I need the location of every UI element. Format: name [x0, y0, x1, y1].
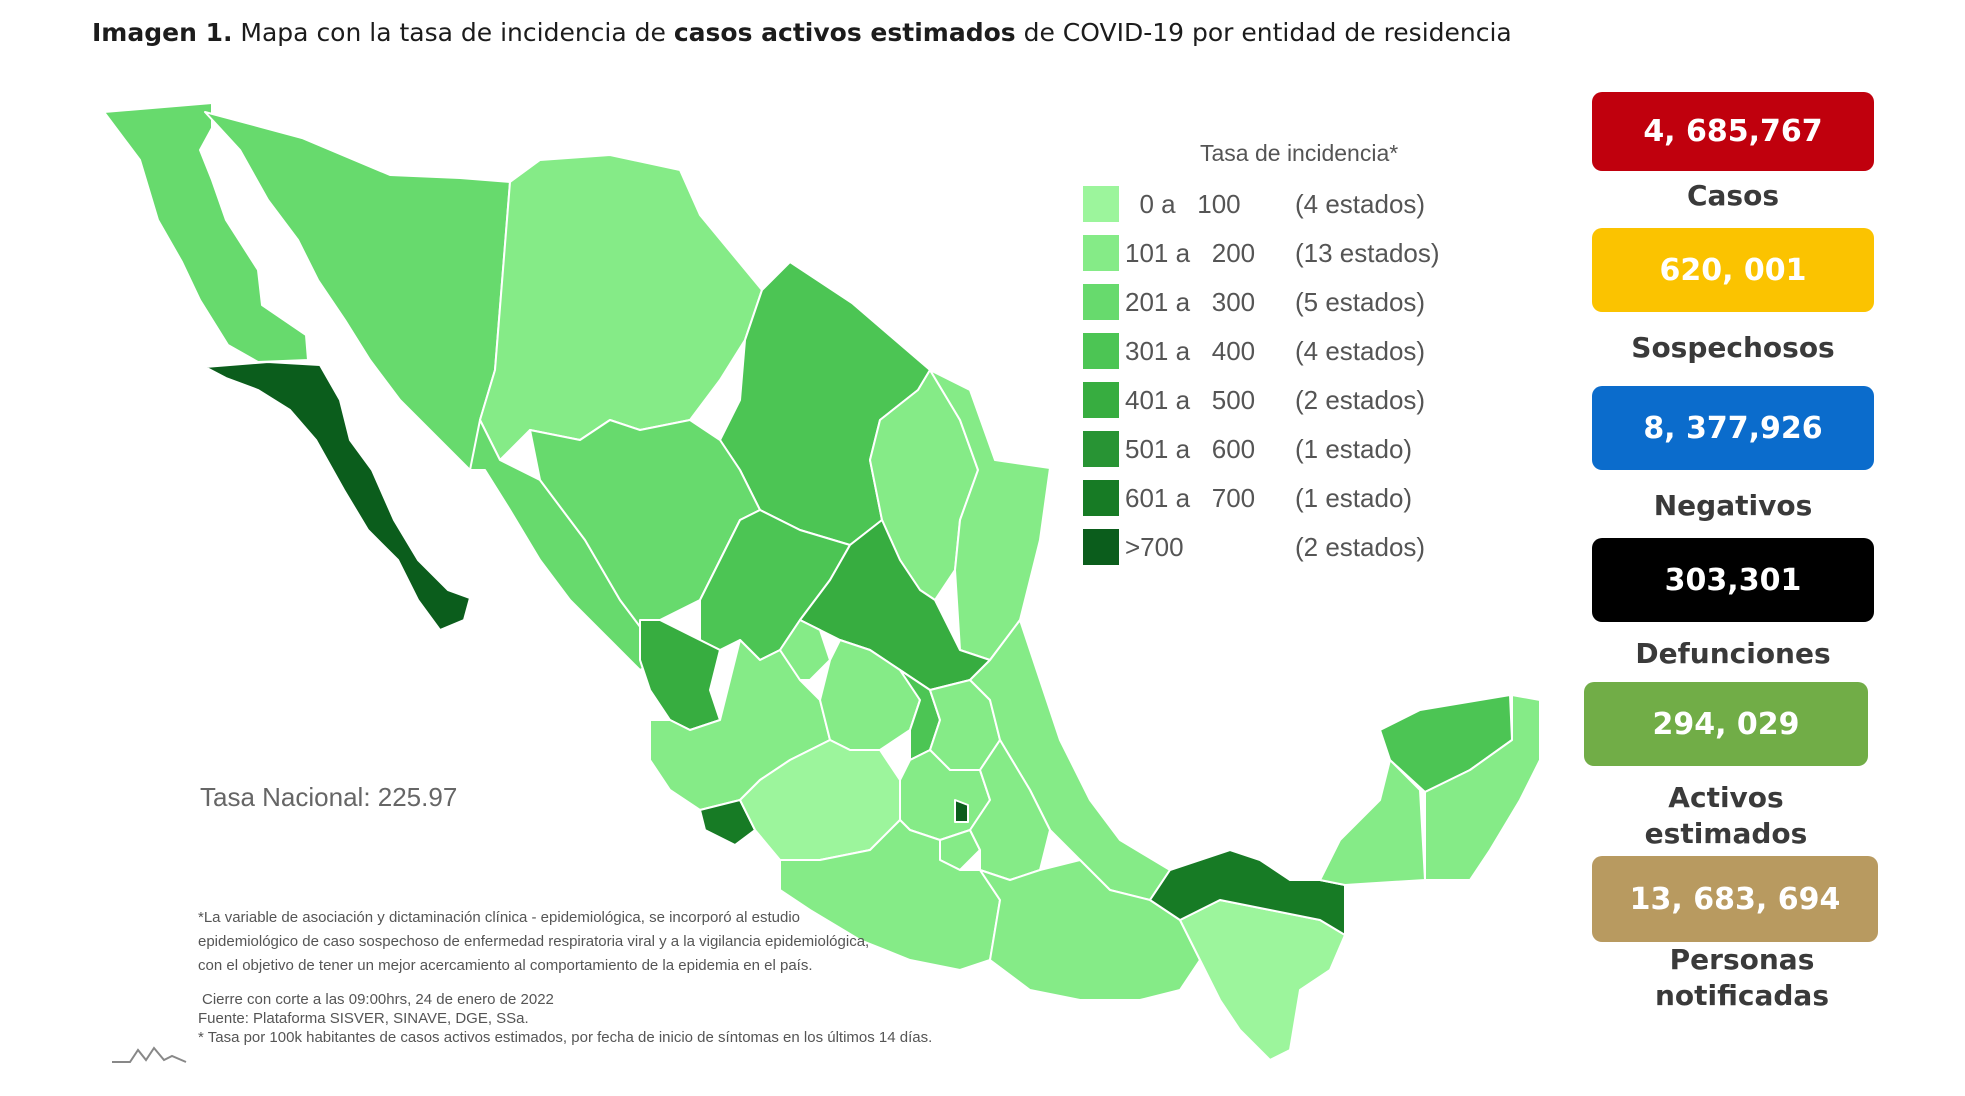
legend-item: 301 a 400 (4 estados) [1083, 333, 1425, 369]
stat-personas-label: Personas notificadas [1600, 942, 1884, 1014]
stat-negativos-value: 8, 377,926 [1592, 386, 1874, 470]
legend-item: 201 a 300 (5 estados) [1083, 284, 1425, 320]
legend-title: Tasa de incidencia* [1200, 140, 1399, 166]
legend-range: 201 a 300 [1125, 286, 1256, 317]
stat-sospechosos-label: Sospechosos [1631, 331, 1835, 364]
state-quintana-roo[interactable] [1424, 694, 1541, 881]
logo-icon [112, 1046, 187, 1063]
footnote-line3: con el objetivo de tener un mejor acerca… [198, 957, 813, 974]
title-part1: Mapa con la tasa de incidencia de [232, 18, 674, 47]
title-prefix: Imagen 1. [92, 18, 233, 47]
stat-sospechosos-value: 620, 001 [1592, 228, 1874, 312]
footnote-line2: epidemiológico de caso sospechoso de enf… [198, 933, 870, 950]
page-title: Imagen 1. Mapa con la tasa de incidencia… [92, 18, 1512, 47]
legend-range: 301 a 400 [1125, 335, 1256, 366]
legend-swatch [1083, 480, 1119, 516]
legend-count: (4 estados) [1295, 188, 1426, 219]
stat-negativos-label: Negativos [1653, 489, 1813, 522]
stat-activos-label: Activos estimados [1584, 780, 1868, 852]
legend-swatch [1083, 333, 1119, 369]
legend-count: (4 estados) [1295, 335, 1426, 366]
legend-item: 501 a 600 (1 estado) [1083, 431, 1412, 467]
footnote-line6: * Tasa por 100k habitantes de casos acti… [198, 1029, 933, 1046]
legend-range: 0 a 100 [1125, 188, 1241, 219]
legend-range: >700 [1125, 531, 1184, 562]
legend-swatch [1083, 284, 1119, 320]
stat-personas-label-line1: Personas [1669, 943, 1815, 976]
legend-swatch [1083, 529, 1119, 565]
legend-count: (1 estado) [1295, 433, 1413, 464]
state-tabasco[interactable] [1149, 849, 1346, 936]
legend-item: 101 a 200 (13 estados) [1083, 235, 1440, 271]
title-bold: casos activos estimados [673, 18, 1016, 47]
legend-range: 601 a 700 [1125, 482, 1256, 513]
stat-activos-label-line2: estimados [1644, 817, 1808, 850]
state-baja-california[interactable] [103, 102, 309, 363]
legend-swatch [1083, 431, 1119, 467]
legend-swatch [1083, 382, 1119, 418]
legend-count: (2 estados) [1295, 531, 1426, 562]
stat-personas-label-line2: notificadas [1654, 979, 1829, 1012]
legend-range: 501 a 600 [1125, 433, 1256, 464]
legend-count: (1 estado) [1295, 482, 1413, 513]
tasa-nacional: Tasa Nacional: 225.97 [200, 782, 458, 812]
stat-defunciones-value: 303,301 [1592, 538, 1874, 622]
legend-item: 401 a 500 (2 estados) [1083, 382, 1425, 418]
state-sonora[interactable] [204, 111, 511, 471]
stat-casos-label: Casos [1686, 179, 1779, 212]
title-part2: de COVID-19 por entidad de residencia [1015, 18, 1512, 47]
stat-casos-value: 4, 685,767 [1592, 92, 1874, 171]
legend-swatch [1083, 186, 1119, 222]
stat-activos-label-line1: Activos [1668, 781, 1784, 814]
legend-count: (5 estados) [1295, 286, 1426, 317]
stat-defunciones-label: Defunciones [1635, 637, 1831, 670]
legend-swatch [1083, 235, 1119, 271]
legend-item: >700 (2 estados) [1083, 529, 1425, 565]
stat-activos-value: 294, 029 [1584, 682, 1868, 766]
state-chiapas[interactable] [1179, 899, 1346, 1061]
legend-count: (13 estados) [1295, 237, 1440, 268]
legend-count: (2 estados) [1295, 384, 1426, 415]
state-baja-california-sur[interactable] [204, 361, 471, 631]
state-cdmx[interactable] [954, 799, 969, 823]
state-chihuahua[interactable] [479, 154, 763, 461]
footnote-line4: Cierre con corte a las 09:00hrs, 24 de e… [202, 991, 554, 1008]
footnote-line5: Fuente: Plataforma SISVER, SINAVE, DGE, … [198, 1010, 529, 1027]
footnote-line1: *La variable de asociación y dictaminaci… [198, 909, 800, 926]
legend-item: 0 a 100 (4 estados) [1083, 186, 1425, 222]
legend-item: 601 a 700 (1 estado) [1083, 480, 1412, 516]
legend-range: 101 a 200 [1125, 237, 1256, 268]
state-colima[interactable] [699, 799, 756, 846]
legend-range: 401 a 500 [1125, 384, 1256, 415]
stat-personas-value: 13, 683, 694 [1592, 856, 1878, 942]
